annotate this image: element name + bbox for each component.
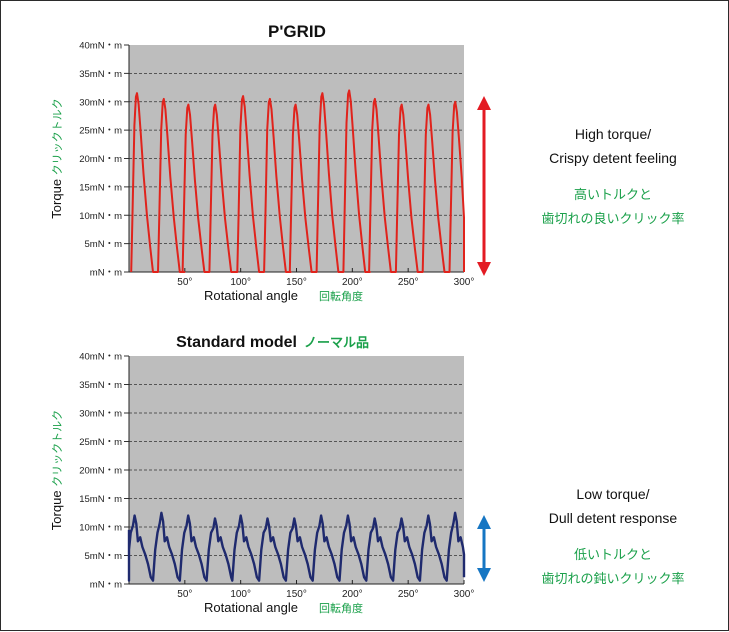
- y-tick-label: 40mN・m: [79, 352, 122, 363]
- annotation-en-line: Dull detent response: [549, 510, 678, 526]
- x-tick-label: 50°: [177, 277, 192, 288]
- x-tick-label: 150°: [286, 589, 307, 600]
- y-tick-label: 40mN・m: [79, 41, 122, 52]
- x-tick-label: 150°: [286, 277, 307, 288]
- chart-title: P'GRID: [268, 22, 326, 41]
- y-tick-label: mN・m: [90, 268, 122, 279]
- x-tick-label: 250°: [398, 277, 419, 288]
- torque-trace: [130, 89, 465, 273]
- x-tick-label: 300°: [454, 589, 475, 600]
- y-tick-label: 5mN・m: [85, 239, 123, 250]
- y-axis-label: Torque クリックトルク: [49, 410, 64, 530]
- annotation-ja-line: 歯切れの良いクリック率: [541, 211, 684, 227]
- y-axis-label-ja: クリックトルク: [51, 410, 64, 487]
- x-tick-label: 200°: [342, 589, 363, 600]
- y-axis-label-ja: クリックトルク: [51, 98, 64, 175]
- y-tick-label: 10mN・m: [79, 211, 122, 222]
- y-tick-label: 15mN・m: [79, 494, 122, 505]
- annotation-en-line: Crispy detent feeling: [549, 150, 677, 166]
- y-tick-label: 30mN・m: [79, 409, 122, 420]
- x-axis-label-ja: 回転角度: [319, 601, 363, 615]
- y-tick-label: 25mN・m: [79, 126, 122, 137]
- torque-trace: [127, 511, 466, 582]
- y-axis-label-en: Torque: [49, 175, 64, 218]
- annotation-ja-line: 低いトルクと: [574, 548, 652, 563]
- y-tick-label: 35mN・m: [79, 69, 122, 80]
- x-tick-label: 100°: [230, 277, 251, 288]
- y-tick-label: 25mN・m: [79, 437, 122, 448]
- range-arrow: [477, 96, 491, 276]
- y-tick-label: 20mN・m: [79, 154, 122, 165]
- y-tick-label: mN・m: [90, 580, 122, 591]
- x-tick-label: 200°: [342, 277, 363, 288]
- x-axis-label: Rotational angle: [204, 600, 298, 615]
- chart-title-ja: ノーマル品: [304, 336, 369, 351]
- y-tick-label: 15mN・m: [79, 182, 122, 193]
- x-tick-label: 300°: [454, 277, 475, 288]
- x-tick-label: 50°: [177, 589, 192, 600]
- chart-title: Standard model: [176, 334, 297, 351]
- y-axis-label: Torque クリックトルク: [49, 98, 64, 218]
- x-tick-label: 100°: [230, 589, 251, 600]
- y-axis-label-en: Torque: [49, 487, 64, 530]
- x-axis-label-ja: 回転角度: [319, 289, 363, 303]
- range-arrow: [477, 515, 491, 582]
- annotation-ja-line: 歯切れの鈍いクリック率: [541, 571, 684, 587]
- annotation-en-line: High torque/: [575, 126, 651, 142]
- y-tick-label: 10mN・m: [79, 523, 122, 534]
- x-tick-label: 250°: [398, 589, 419, 600]
- x-axis-label: Rotational angle: [204, 288, 298, 303]
- annotation-ja-line: 高いトルクと: [574, 187, 652, 203]
- y-tick-label: 35mN・m: [79, 380, 122, 391]
- annotation-en-line: Low torque/: [576, 486, 649, 502]
- y-tick-label: 20mN・m: [79, 466, 122, 477]
- y-tick-label: 5mN・m: [85, 551, 123, 562]
- y-tick-label: 30mN・m: [79, 97, 122, 108]
